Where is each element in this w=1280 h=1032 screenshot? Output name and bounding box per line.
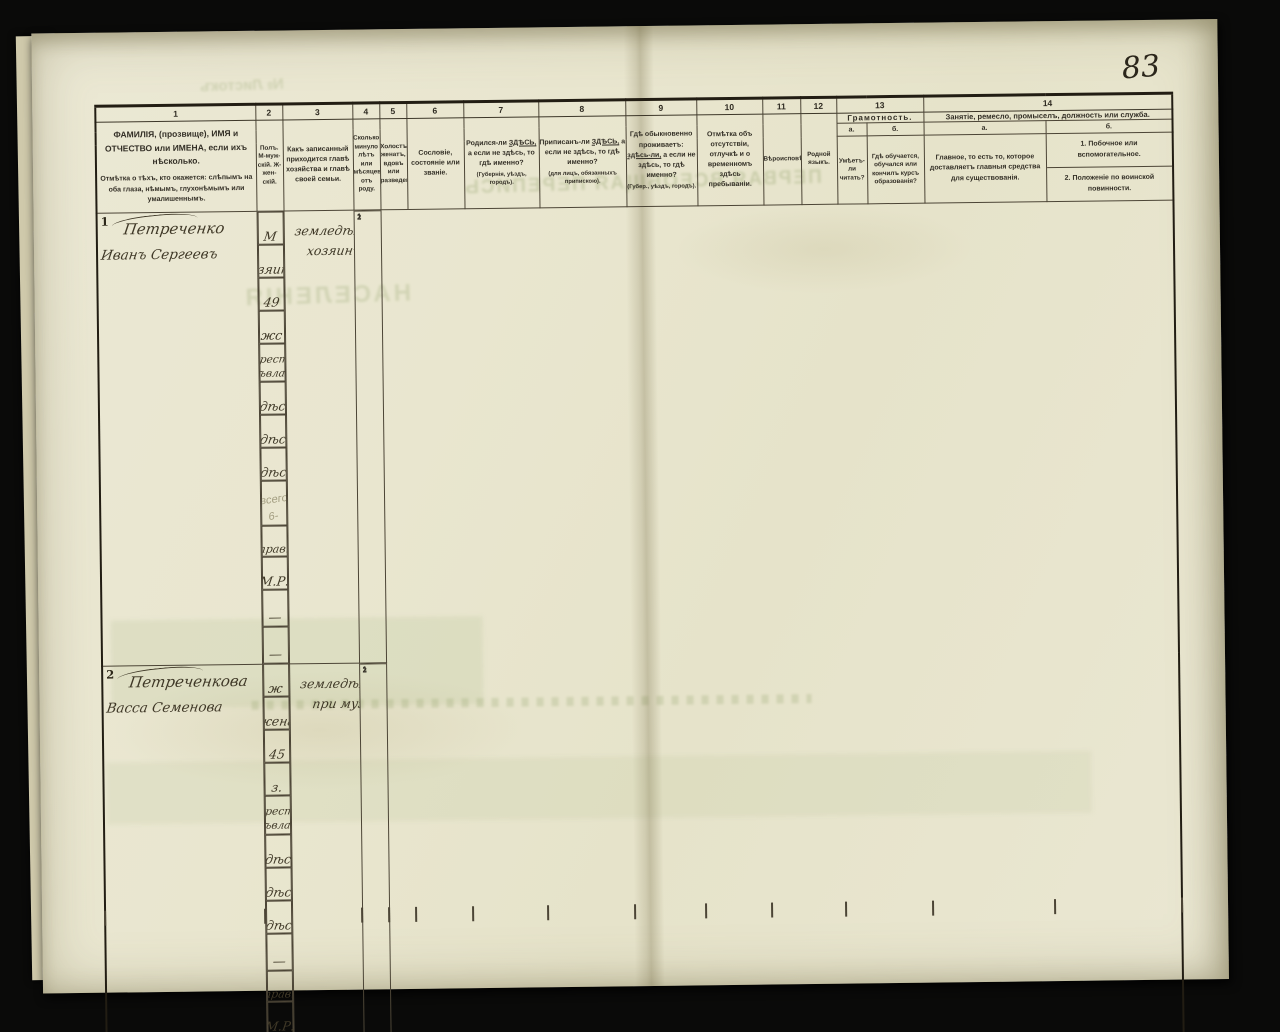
ruled-line-stub xyxy=(771,902,773,918)
ruled-line-stub xyxy=(472,906,474,922)
col-number: 8 xyxy=(538,99,626,117)
row-number: 1 xyxy=(100,214,109,229)
header-main-occupation: Главное, то есть то, которое доставляетъ… xyxy=(923,133,1047,204)
cell-language: М.Р. xyxy=(261,556,288,591)
ruled-line-stub xyxy=(932,900,934,916)
show-through-text: № Листокъ xyxy=(199,75,284,96)
cell-relation: хозяинъ xyxy=(257,244,284,278)
ruled-line-stub xyxy=(415,906,417,922)
header-literacy-group: Грамотность. xyxy=(836,112,924,124)
header-registration-column: Приписанъ-ли ЗДѢСЬ, а если не здѣсь, то … xyxy=(538,115,627,208)
cell-birthplace: здѣсь xyxy=(264,834,292,868)
cell-occupation-side: 1 2 xyxy=(353,209,387,663)
ruled-line-stub xyxy=(705,903,707,919)
census-form-sheet: № Листокъ ПЕРВАЯ ВСЕОБЩАЯ ПЕРЕПИСЬ НАСЕЛ… xyxy=(31,19,1229,1032)
col-number: 13 xyxy=(836,96,924,114)
cell-occupation-side: 1 2 xyxy=(359,662,392,1032)
header-residence-column: Гдѣ обыкновенно проживаетъ: здѣсь-ли, а … xyxy=(625,114,698,207)
cell-occupation-main: земледѣл. хозяинъ xyxy=(283,210,360,664)
col-number: 10 xyxy=(696,98,763,115)
cell-sex: М xyxy=(257,211,284,245)
header-language-column: Родной языкъ. xyxy=(800,113,838,205)
table-row: 2 Петреченкова Васса Семенова ж жена 45 з… xyxy=(102,653,1185,1032)
ruled-line-stub xyxy=(1180,897,1183,913)
header-where-educated: Гдѣ обучается, обучался или кончилъ курс… xyxy=(866,135,925,204)
col-number: 9 xyxy=(625,98,697,116)
cell-birthplace: здѣсь xyxy=(259,381,286,416)
cell-marital: з. xyxy=(263,762,291,797)
cell-absence: всего 6- xyxy=(260,480,287,527)
header-age-column: Сколько минуло лѣтъ или мѣсяцевъ отъ род… xyxy=(352,118,381,211)
page-number: 83 xyxy=(1120,48,1162,87)
cell-residence: здѣсь xyxy=(259,447,287,482)
col-number: 3 xyxy=(282,103,353,120)
header-birthplace-column: Родился-ли ЗДѢСЬ, а если не здѣсь, то гд… xyxy=(463,116,540,209)
ruled-line-stub xyxy=(1053,899,1056,915)
cell-marital: жс xyxy=(258,310,285,344)
ruled-line-stub xyxy=(845,901,847,917)
cell-age: 45 xyxy=(263,729,290,764)
cell-estate: крест. изъвлад. xyxy=(258,343,286,383)
row-number: 2 xyxy=(106,667,115,682)
ruled-line-stub xyxy=(634,904,636,920)
header-sex-column: Полъ. М-муж-скій. Ж-жен-скій. xyxy=(255,119,284,212)
cell-name: 1 Петреченко Иванъ Сергеевъ xyxy=(96,211,263,667)
cell-age: 49 xyxy=(257,277,285,311)
header-can-read: Умѣетъ-ли читать? xyxy=(836,135,868,205)
cell-language: М.Р. xyxy=(266,1001,294,1032)
census-table: 1 2 3 4 5 6 7 8 9 10 11 12 13 14 ФАМИЛІЯ… xyxy=(94,91,1212,1032)
col-number: 2 xyxy=(255,103,283,121)
ruled-line-stub xyxy=(547,905,549,921)
ruled-line-stub xyxy=(264,908,266,924)
literacy-a-label: а. xyxy=(836,122,867,137)
col-number: 5 xyxy=(379,102,407,119)
cell-occupation-main: земледѣл. при мужѣ xyxy=(289,662,365,1032)
cell-name: 2 Петреченкова Васса Семенова xyxy=(102,664,268,1032)
cell-estate: крест. изъвлад. xyxy=(264,795,291,835)
literacy-b-label: б. xyxy=(866,122,924,136)
header-religion-column: Вѣроисповѣданіе. xyxy=(762,113,802,206)
header-relation-column: Какъ записанный приходится главѣ хозяйст… xyxy=(282,119,354,211)
cell-sex: ж xyxy=(262,663,289,698)
ruled-line-stub xyxy=(388,907,390,923)
header-absence-column: Отмѣтка объ отсутствіи, отлучкѣ и о врем… xyxy=(696,114,764,206)
cell-relation: жена xyxy=(262,696,290,731)
col-number: 7 xyxy=(463,100,539,118)
header-estate-column: Сословіе, состояніе или званіе. xyxy=(406,117,465,210)
cell-absence: — xyxy=(265,933,293,971)
cell-literacy-school: — xyxy=(262,626,289,665)
cell-religion: прав. xyxy=(260,525,288,558)
header-marital-column: Холостъ, женатъ, вдовъ или разведенъ. xyxy=(379,118,408,210)
col-number: 12 xyxy=(800,97,837,114)
table-row: 1 Петреченко Иванъ Сергеевъ М хозяинъ 49 … xyxy=(96,200,1179,667)
header-side-occupation: 1. Побочное или вспомогательное. 2. Поло… xyxy=(1045,132,1174,202)
col-number: 4 xyxy=(352,102,380,120)
header-surname-column: ФАМИЛІЯ, (прозвище), ИМЯ и ОТЧЕСТВО или … xyxy=(95,120,257,214)
col-number: 6 xyxy=(406,101,464,119)
cell-registration: здѣсь xyxy=(259,414,286,449)
col-number: 1 xyxy=(95,104,256,123)
col-number: 11 xyxy=(762,97,801,115)
ruled-line-stub xyxy=(361,907,363,923)
cell-literacy-read: — xyxy=(261,589,289,628)
cell-residence: здѣсь xyxy=(265,900,292,934)
cell-registration: здѣсь xyxy=(265,867,292,901)
cell-religion: прав. xyxy=(266,970,293,1002)
ruled-line-stub xyxy=(104,910,106,926)
